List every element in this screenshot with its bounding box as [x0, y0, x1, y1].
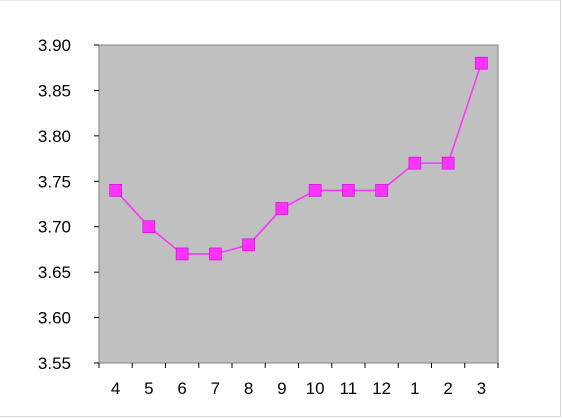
- x-tick-label: 2: [443, 379, 452, 398]
- y-axis: 3.55 3.60 3.65 3.70 3.75 3.80 3.85 3.90: [38, 36, 99, 373]
- x-tick-label: 11: [340, 379, 358, 398]
- data-point-marker: [109, 184, 122, 197]
- x-tick-label: 10: [306, 379, 325, 398]
- x-tick-label: 7: [211, 379, 220, 398]
- x-tick-label: 4: [111, 379, 120, 398]
- x-axis: 4 5 6 7 8 9 10 11 12 1 2 3: [98, 363, 499, 398]
- y-tick-label: 3.80: [38, 127, 71, 146]
- x-tick-label: 9: [277, 379, 286, 398]
- y-tick-label: 3.65: [38, 263, 71, 282]
- x-tick-label: 12: [372, 379, 391, 398]
- y-tick-label: 3.75: [38, 172, 71, 191]
- data-point-marker: [242, 238, 255, 252]
- data-point-marker: [308, 184, 322, 197]
- data-point-marker: [175, 247, 189, 261]
- y-tick-label: 3.85: [38, 81, 71, 100]
- data-point-marker: [441, 156, 455, 170]
- y-tick-label: 3.60: [38, 309, 71, 328]
- data-point-marker: [475, 56, 488, 70]
- data-point-marker: [408, 156, 422, 170]
- x-tick-label: 5: [144, 379, 153, 398]
- x-tick-label: 8: [244, 379, 253, 398]
- data-point-marker: [375, 184, 388, 197]
- y-tick-label: 3.90: [38, 36, 71, 55]
- plot-area: [98, 44, 499, 364]
- x-tick-label: 3: [477, 379, 486, 398]
- series-layer: [109, 56, 488, 261]
- data-point-marker: [142, 220, 156, 234]
- data-point-marker: [342, 184, 355, 197]
- x-tick-label: 1: [410, 379, 419, 398]
- x-tick-label: 6: [177, 379, 186, 398]
- y-tick-label: 3.55: [38, 354, 71, 373]
- y-tick-label: 3.70: [38, 218, 71, 237]
- data-point-marker: [209, 247, 222, 261]
- data-point-marker: [275, 202, 289, 215]
